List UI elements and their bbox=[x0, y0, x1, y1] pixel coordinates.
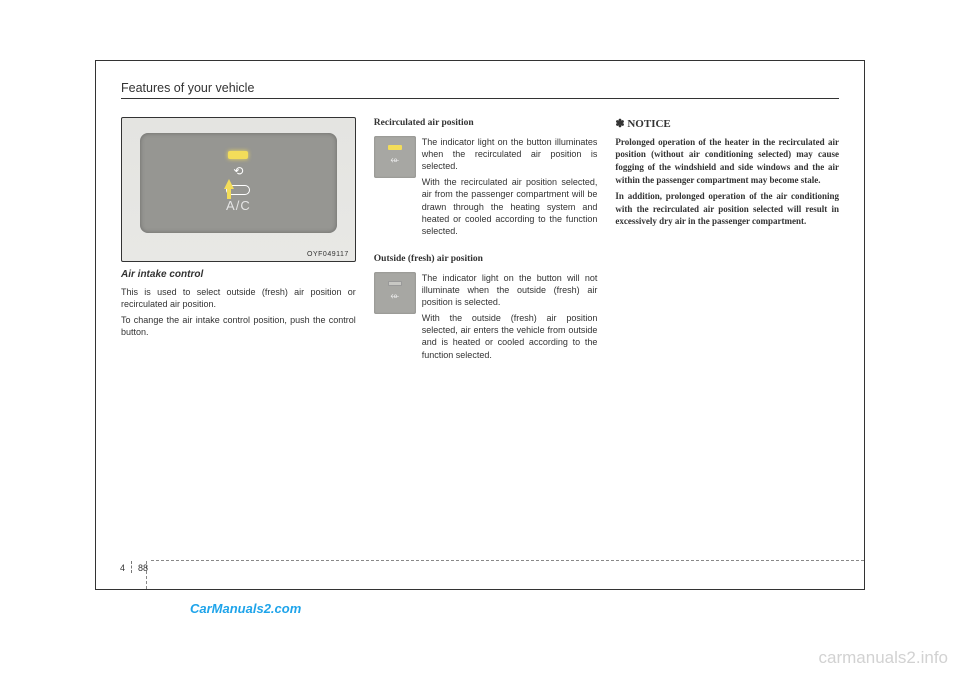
col1-para1: This is used to select outside (fresh) a… bbox=[121, 286, 356, 310]
header-title: Features of your vehicle bbox=[121, 81, 254, 95]
outside-button-icon: ⬰ bbox=[374, 272, 416, 314]
outside-text: The indicator light on the button will n… bbox=[422, 272, 598, 365]
outside-text-2: With the outside (fresh) air position se… bbox=[422, 312, 598, 361]
figure-code: OYF049117 bbox=[307, 250, 349, 259]
notice-title: ✽ NOTICE bbox=[615, 117, 839, 132]
footer-separator bbox=[131, 561, 132, 573]
indicator-light-icon bbox=[228, 151, 248, 159]
watermark-carmanuals2-info: carmanuals2.info bbox=[819, 648, 948, 668]
column-2: Recirculated air position ⬰ The indicato… bbox=[374, 117, 598, 377]
recirc-text: The indicator light on the button illumi… bbox=[422, 136, 598, 241]
footer-dashed-line bbox=[151, 560, 864, 561]
figure-air-intake: ⟲ A/C OYF049117 bbox=[121, 117, 356, 262]
col1-para2: To change the air intake control positio… bbox=[121, 314, 356, 338]
recirc-text-1: The indicator light on the button illumi… bbox=[422, 136, 598, 172]
page-header: Features of your vehicle bbox=[121, 81, 839, 99]
figure-panel: ⟲ A/C bbox=[140, 133, 337, 233]
recirc-button-icon: ⬰ bbox=[374, 136, 416, 178]
arrow-icon bbox=[224, 179, 234, 189]
outside-block: ⬰ The indicator light on the button will… bbox=[374, 272, 598, 365]
recirculated-heading: Recirculated air position bbox=[374, 117, 598, 130]
ac-label: A/C bbox=[226, 197, 251, 215]
page-number: 88 bbox=[138, 563, 148, 573]
chapter-number: 4 bbox=[120, 563, 125, 573]
notice-para-1: Prolonged operation of the heater in the… bbox=[615, 136, 839, 186]
recirc-block: ⬰ The indicator light on the button illu… bbox=[374, 136, 598, 241]
mini-light-off-icon bbox=[388, 281, 402, 286]
notice-body: Prolonged operation of the heater in the… bbox=[615, 136, 839, 228]
outside-text-1: The indicator light on the button will n… bbox=[422, 272, 598, 308]
content-columns: ⟲ A/C OYF049117 Air intake control This … bbox=[121, 117, 839, 377]
recirc-text-2: With the recirculated air position selec… bbox=[422, 176, 598, 237]
column-1: ⟲ A/C OYF049117 Air intake control This … bbox=[121, 117, 356, 377]
watermark-carmanuals2-com: CarManuals2.com bbox=[190, 601, 301, 616]
mini-light-on-icon bbox=[388, 145, 402, 150]
notice-para-2: In addition, prolonged operation of the … bbox=[615, 190, 839, 228]
recirculate-icon: ⟲ bbox=[233, 163, 243, 179]
col1-subtitle: Air intake control bbox=[121, 268, 356, 282]
page-frame: Features of your vehicle ⟲ A/C OYF049117… bbox=[95, 60, 865, 590]
mini-car-icon-2: ⬰ bbox=[390, 289, 399, 304]
footer-page-indicator: 4 88 bbox=[120, 561, 148, 573]
mini-car-icon: ⬰ bbox=[390, 153, 399, 168]
outside-heading: Outside (fresh) air position bbox=[374, 253, 598, 266]
column-3: ✽ NOTICE Prolonged operation of the heat… bbox=[615, 117, 839, 377]
